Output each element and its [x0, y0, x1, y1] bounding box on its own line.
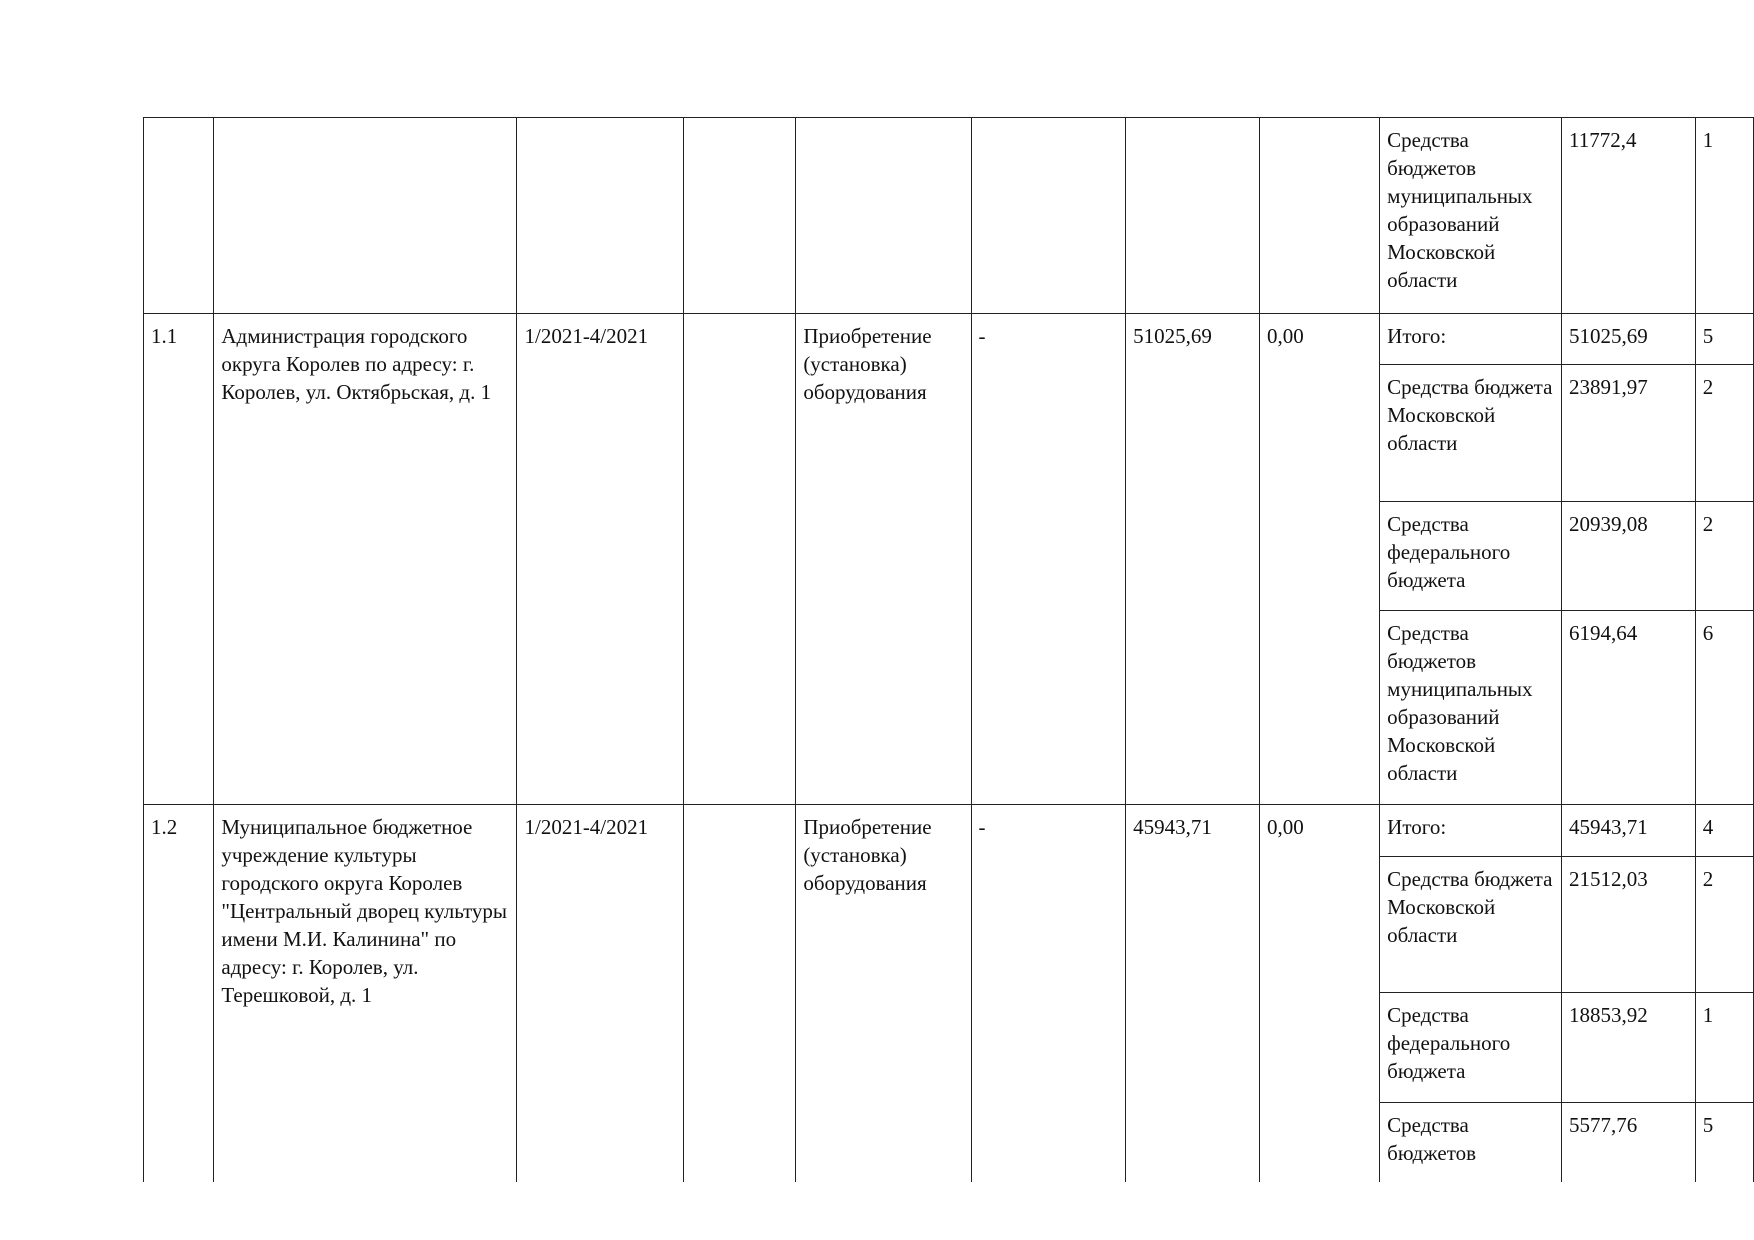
clipped-cell: 5: [1694, 1102, 1754, 1182]
table-row: Средства бюджетов 5577,76 5: [144, 1102, 1754, 1182]
cost-cell: 51025,69: [1125, 313, 1260, 805]
row-number: 1.2: [143, 804, 215, 1182]
table-row: 1.1 Администрация городского округа Коро…: [143, 313, 1754, 805]
amount-cell: 11772,4: [1560, 117, 1696, 314]
source-cell: Средства бюджетов муниципальных образова…: [1379, 117, 1562, 314]
clipped-cell: 2: [1694, 364, 1754, 502]
table-row: Средства бюджета Московской области 23891…: [144, 364, 1754, 502]
clipped-cell: 1: [1694, 117, 1754, 314]
amount-cell: 23891,97: [1560, 364, 1696, 502]
table-row: Средства бюджетов муниципальных образова…: [143, 117, 1754, 314]
table-row: Средства федерального бюджета 18853,92 1: [144, 992, 1754, 1103]
row-number: 1.1: [143, 313, 215, 805]
cost-cell: 45943,71: [1125, 804, 1260, 1182]
financed-cell: 0,00: [1258, 804, 1381, 1182]
amount-cell: 6194,64: [1560, 610, 1696, 805]
source-cell: Средства федерального бюджета: [1379, 501, 1562, 611]
financed-cell: 0,00: [1258, 313, 1381, 805]
table-wrapper: Средства бюджетов муниципальных образова…: [143, 117, 1754, 1182]
col6-cell: -: [970, 804, 1127, 1182]
source-cell: Средства федерального бюджета: [1379, 992, 1562, 1103]
source-cell: Средства бюджетов: [1379, 1102, 1562, 1182]
amount-cell: 5577,76: [1560, 1102, 1696, 1182]
source-cell: Итого:: [1379, 313, 1562, 365]
table-row: Средства бюджетов муниципальных образова…: [144, 610, 1754, 805]
clipped-cell: 5: [1694, 313, 1754, 365]
source-cell: Средства бюджетов муниципальных образова…: [1379, 610, 1562, 805]
table-row: Средства бюджета Московской области 21512…: [144, 856, 1754, 993]
source-cell: Средства бюджета Московской области: [1379, 856, 1562, 993]
work-cell: Приобретение (установка) оборудования: [795, 313, 972, 805]
amount-cell: 21512,03: [1560, 856, 1696, 993]
clipped-cell: 2: [1694, 501, 1754, 611]
amount-cell: 45943,71: [1560, 804, 1696, 857]
col6-cell: -: [970, 313, 1127, 805]
source-cell: Средства бюджета Московской области: [1379, 364, 1562, 502]
object-cell: Администрация городского округа Королев …: [213, 313, 518, 805]
table-row: 1.2 Муниципальное бюджетное учреждение к…: [143, 804, 1754, 1182]
period-cell: 1/2021-4/2021: [516, 804, 684, 1182]
financing-table: Средства бюджетов муниципальных образова…: [143, 117, 1754, 1182]
clipped-cell: 2: [1694, 856, 1754, 993]
period-cell: 1/2021-4/2021: [516, 313, 684, 805]
work-cell: Приобретение (установка) оборудования: [795, 804, 972, 1182]
amount-cell: 20939,08: [1560, 501, 1696, 611]
clipped-cell: 6: [1694, 610, 1754, 805]
clipped-cell: 4: [1694, 804, 1754, 857]
clipped-cell: 1: [1694, 992, 1754, 1103]
amount-cell: 18853,92: [1560, 992, 1696, 1103]
amount-cell: 51025,69: [1560, 313, 1696, 365]
table-row: Средства федерального бюджета 20939,08 2: [144, 501, 1754, 611]
source-cell: Итого:: [1379, 804, 1562, 857]
object-cell: Муниципальное бюджетное учреждение культ…: [213, 804, 518, 1182]
